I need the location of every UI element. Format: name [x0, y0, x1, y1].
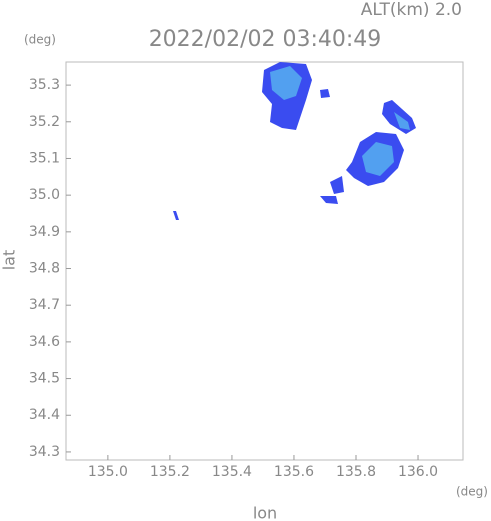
- x-tick-label: 136.0: [398, 464, 438, 480]
- echo-core: [394, 112, 410, 130]
- y-tick-label: 35.3: [29, 77, 60, 93]
- x-unit: (deg): [456, 485, 488, 499]
- x-tick-label: 135.8: [336, 464, 376, 480]
- y-axis-label: lat: [0, 250, 19, 271]
- echo: [173, 211, 179, 220]
- echo: [320, 196, 338, 204]
- y-tick-label: 34.6: [29, 334, 60, 350]
- y-tick-label: 34.9: [29, 224, 60, 240]
- echo: [330, 176, 344, 194]
- y-tick-label: 34.5: [29, 371, 60, 387]
- echo: [320, 89, 330, 98]
- y-tick-label: 35.2: [29, 114, 60, 130]
- y-tick-label: 35.1: [29, 150, 60, 166]
- radar-echoes: [173, 62, 416, 220]
- chart-title: 2022/02/02 03:40:49: [149, 27, 382, 52]
- y-unit: (deg): [24, 33, 56, 47]
- axes: 135.0 135.2 135.4 135.6 135.8 136.0 34.3 34.4 34…: [29, 77, 438, 480]
- y-tick-label: 35.0: [29, 187, 60, 203]
- x-tick-label: 135.4: [212, 464, 252, 480]
- echo-core: [270, 66, 302, 100]
- echo-core: [362, 142, 394, 176]
- altitude-label: ALT(km) 2.0: [361, 0, 462, 20]
- y-tick-label: 34.8: [29, 261, 60, 277]
- y-tick-label: 34.7: [29, 297, 60, 313]
- y-tick-label: 34.4: [29, 407, 60, 423]
- x-axis-label: lon: [253, 504, 277, 521]
- x-tick-label: 135.2: [150, 464, 190, 480]
- y-tick-label: 34.3: [29, 444, 60, 460]
- x-tick-label: 135.0: [88, 464, 128, 480]
- x-tick-label: 135.6: [274, 464, 314, 480]
- plot-frame: [65, 61, 464, 461]
